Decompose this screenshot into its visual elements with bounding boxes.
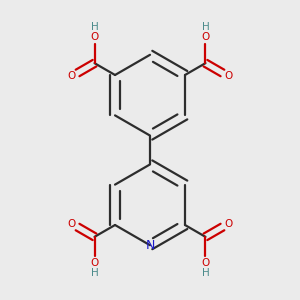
Text: O: O xyxy=(224,219,232,229)
Text: N: N xyxy=(145,239,155,252)
Text: O: O xyxy=(224,71,232,81)
Text: O: O xyxy=(90,32,99,42)
Text: H: H xyxy=(202,22,209,32)
Text: O: O xyxy=(68,219,76,229)
Text: H: H xyxy=(91,22,98,32)
Text: H: H xyxy=(91,268,98,278)
Text: O: O xyxy=(201,258,210,268)
Text: O: O xyxy=(68,71,76,81)
Text: H: H xyxy=(202,268,209,278)
Text: O: O xyxy=(201,32,210,42)
Text: O: O xyxy=(90,258,99,268)
